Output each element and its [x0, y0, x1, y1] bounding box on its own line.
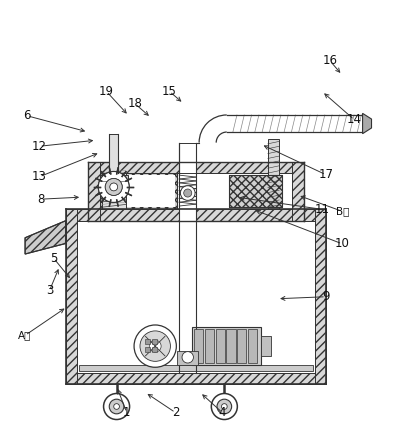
Polygon shape — [199, 115, 227, 143]
Circle shape — [211, 393, 237, 420]
Bar — [88, 209, 304, 221]
Bar — [66, 209, 326, 221]
Circle shape — [140, 331, 171, 361]
Bar — [177, 351, 198, 365]
Bar — [261, 337, 271, 356]
Circle shape — [182, 352, 193, 363]
Text: B部: B部 — [335, 206, 349, 216]
Bar — [229, 175, 282, 207]
Circle shape — [222, 404, 227, 409]
Circle shape — [149, 340, 161, 352]
Bar — [179, 162, 196, 373]
Text: 3: 3 — [46, 284, 53, 297]
Circle shape — [184, 189, 192, 197]
Circle shape — [105, 179, 122, 195]
Bar — [179, 143, 196, 173]
Text: 13: 13 — [32, 170, 47, 183]
Text: 9: 9 — [322, 290, 330, 303]
Bar — [226, 329, 235, 363]
Bar — [88, 162, 100, 221]
Bar — [315, 209, 326, 384]
Circle shape — [110, 183, 118, 191]
Polygon shape — [363, 113, 372, 134]
Bar — [192, 327, 261, 365]
Bar — [66, 209, 77, 384]
Circle shape — [98, 171, 129, 202]
Circle shape — [134, 325, 176, 367]
Text: 15: 15 — [162, 85, 177, 98]
Bar — [227, 115, 363, 132]
Circle shape — [110, 183, 118, 191]
Bar — [205, 329, 214, 363]
Bar — [292, 162, 304, 221]
Text: 12: 12 — [32, 140, 47, 153]
Text: 10: 10 — [335, 237, 350, 250]
Polygon shape — [25, 221, 66, 254]
Bar — [102, 175, 175, 207]
Bar — [145, 347, 150, 352]
Circle shape — [98, 171, 129, 202]
Circle shape — [180, 186, 195, 200]
Text: 16: 16 — [323, 54, 337, 67]
Text: 18: 18 — [127, 97, 142, 110]
Bar — [268, 139, 279, 209]
Bar — [215, 329, 225, 363]
Bar — [229, 175, 282, 207]
Text: 8: 8 — [38, 193, 45, 206]
Bar — [102, 173, 126, 209]
Text: 2: 2 — [172, 406, 179, 419]
Bar — [152, 339, 157, 344]
Circle shape — [217, 399, 232, 414]
Text: 19: 19 — [99, 85, 114, 98]
Bar — [88, 162, 304, 173]
Text: A部: A部 — [18, 330, 32, 340]
Circle shape — [109, 399, 124, 414]
Circle shape — [114, 404, 120, 409]
Text: 5: 5 — [50, 252, 57, 264]
Bar — [194, 329, 203, 363]
Bar — [145, 339, 150, 344]
Circle shape — [105, 179, 122, 195]
Text: 11: 11 — [315, 203, 329, 216]
Bar — [77, 221, 315, 373]
Bar — [100, 173, 177, 209]
Text: 17: 17 — [319, 168, 333, 181]
Bar — [79, 365, 313, 371]
Bar — [109, 135, 118, 173]
Text: 4: 4 — [219, 406, 226, 419]
Bar — [66, 373, 326, 384]
Bar — [237, 329, 246, 363]
Bar — [248, 329, 257, 363]
Text: 14: 14 — [347, 113, 362, 126]
Circle shape — [104, 393, 130, 420]
Bar — [100, 173, 292, 209]
Text: 1: 1 — [123, 406, 131, 419]
Text: 6: 6 — [23, 109, 31, 122]
Bar — [152, 347, 157, 352]
Bar — [100, 175, 128, 187]
Bar — [100, 173, 177, 209]
